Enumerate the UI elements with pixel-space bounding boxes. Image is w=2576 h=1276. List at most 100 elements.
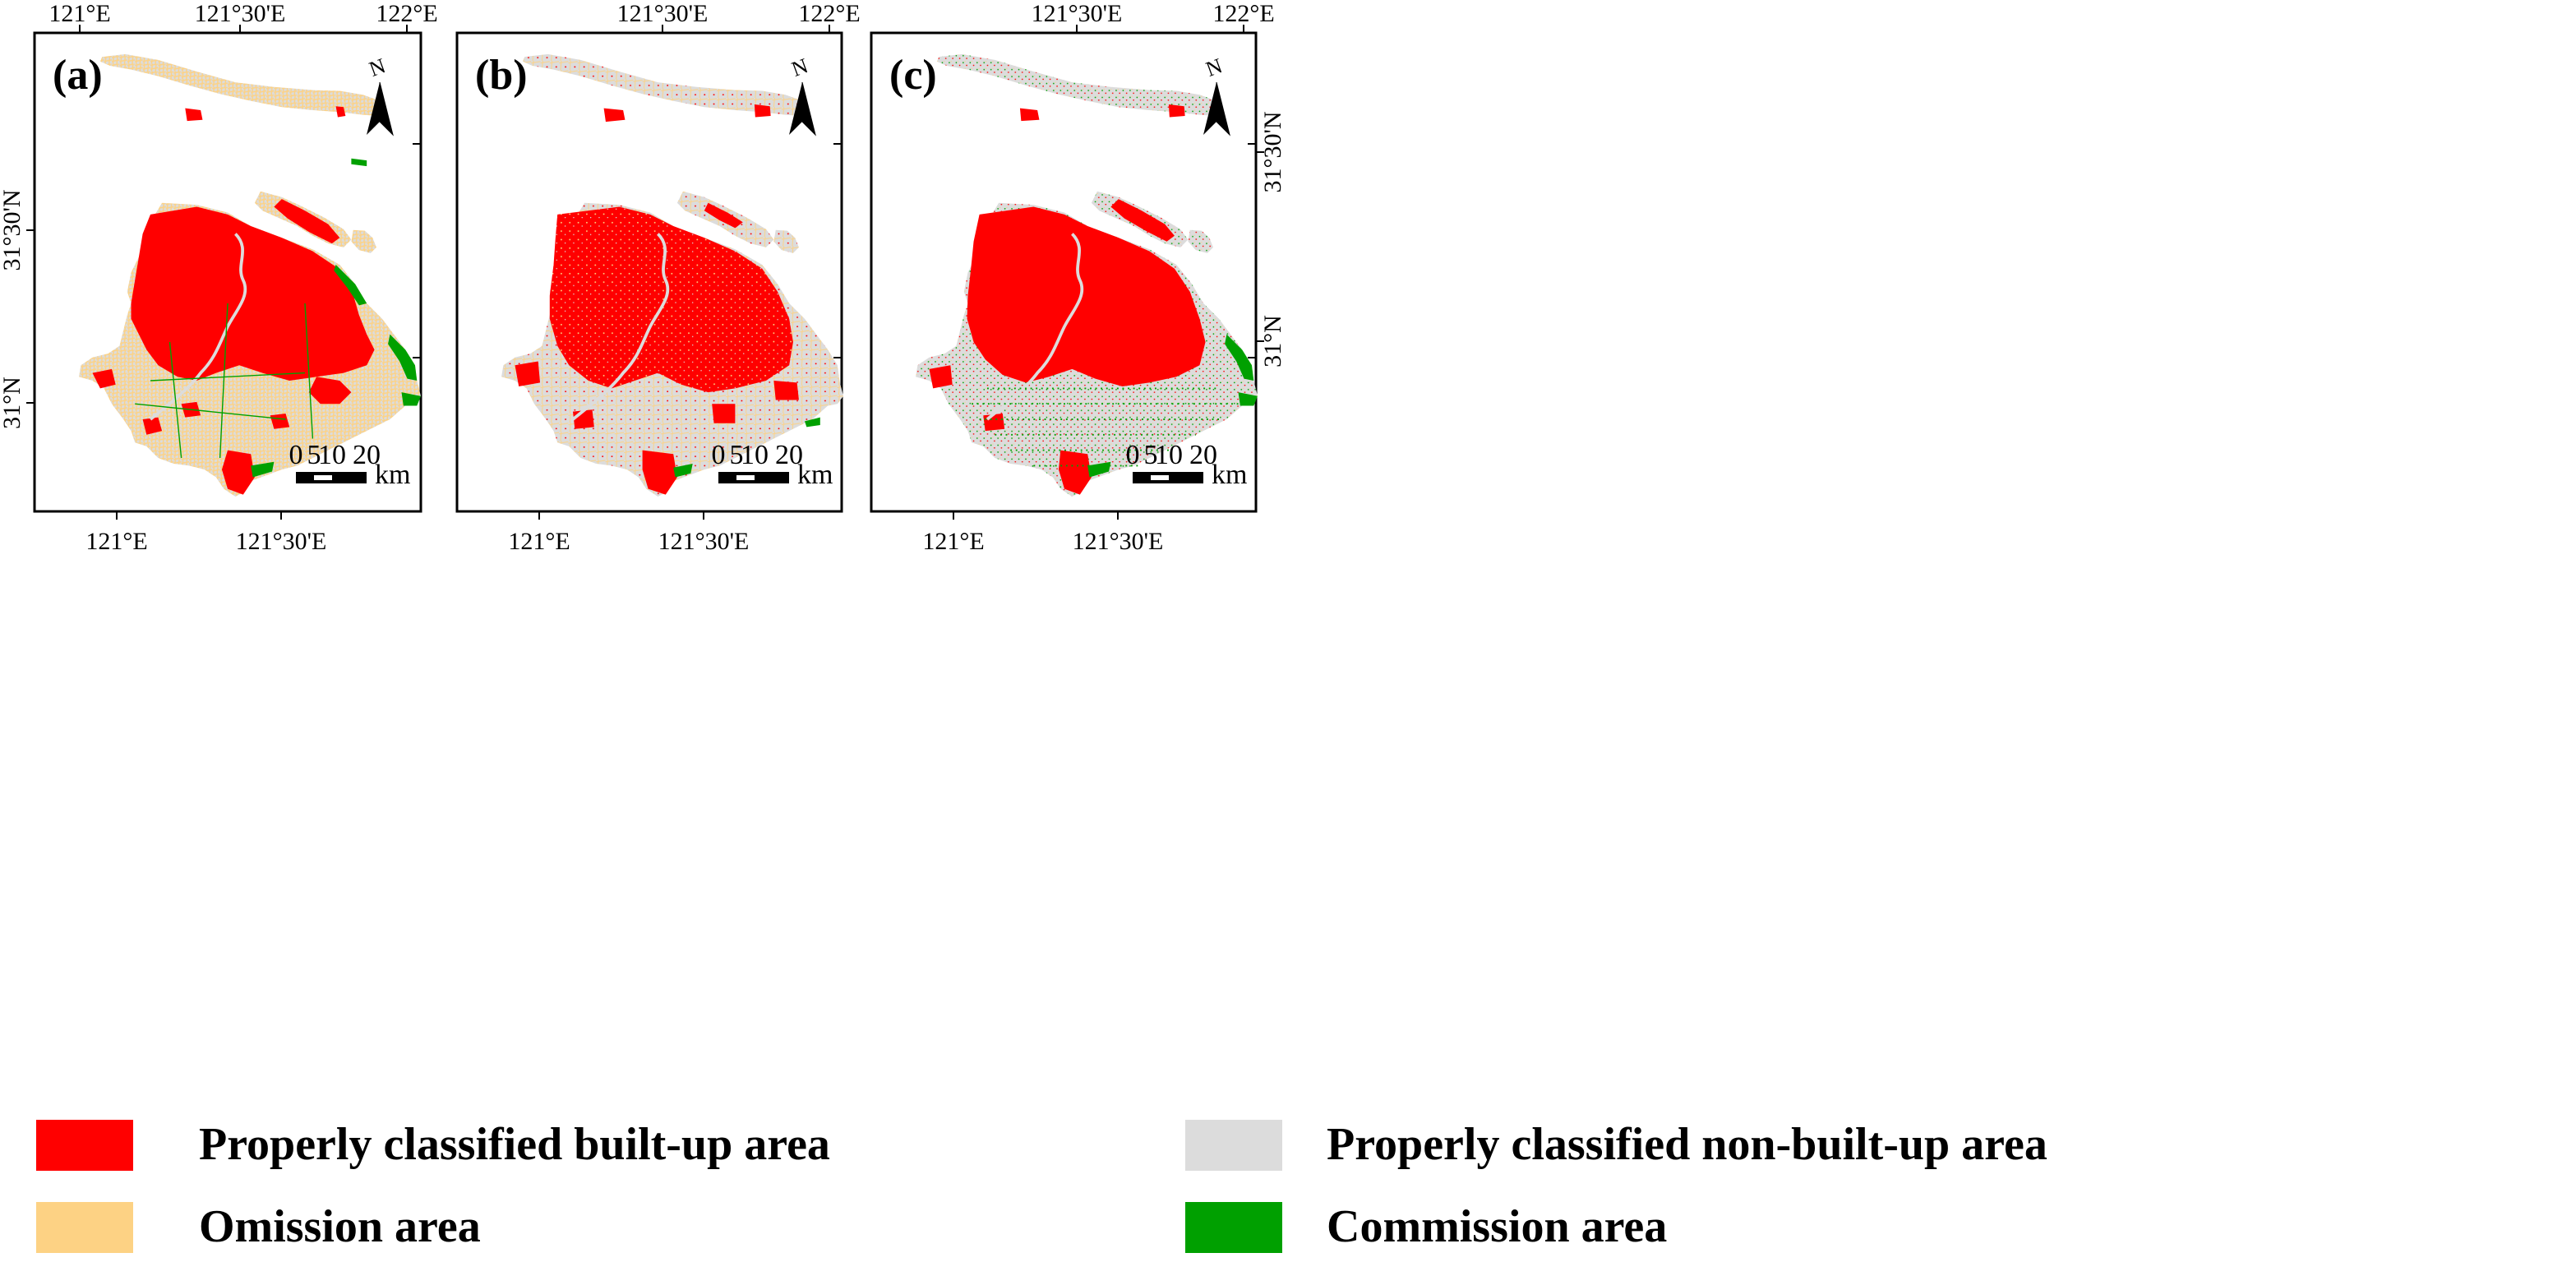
commission-coast [334,265,367,306]
scale-bar-unit: km [797,460,833,490]
scale-bar-segment [736,475,755,480]
scale-bar-number: 10 [1155,440,1183,470]
panel-decor: 121°E 121°30'E 122°E 121°E 121°30'E 31°30'N 31… [0,0,438,555]
tick-label: 121°30'E [236,528,327,555]
builtup-cluster [270,413,290,429]
legend-item-commission: Commission area [1185,1201,1667,1253]
huangpu-river [571,233,670,421]
legend-swatch [1185,1120,1282,1171]
builtup-changxing [704,202,743,229]
scale-bar-number: 5 [730,440,744,470]
panel-a: (a) [33,31,422,513]
tick-label: 121°30'E [658,528,750,555]
builtup-chongming-town [185,108,203,122]
legend-swatch [36,1202,133,1253]
scale-bar-unit: km [1212,460,1247,490]
scale-bar-number: 5 [307,440,321,470]
builtup-urban-core [967,206,1206,387]
legend-label: Properly classified non-built-up area [1327,1119,2047,1170]
commission-coast [351,158,367,167]
tick-label: 122°E [376,0,437,27]
tick-label: 31°30'N [1259,111,1286,192]
tick-label: 121°E [922,528,984,555]
north-arrow-icon: N [1203,53,1230,136]
scale-bar-number: 0 [1126,440,1140,470]
scale-bar-number: 10 [741,440,769,470]
builtup-cluster [773,381,799,400]
commission-coast [1238,392,1258,406]
builtup-urban-core [131,206,375,381]
tick-label: 122°E [1212,0,1274,27]
tick-label: 121°30'E [195,0,286,27]
scale-bar-segment [314,475,332,480]
commission-coast [251,461,275,478]
panel-label: (a) [53,52,103,99]
map-shanghai [501,53,843,497]
panel-label: (c) [889,52,937,99]
commission-coast [388,334,418,381]
commission-roads [135,303,314,459]
tick-label: 121°E [508,528,570,555]
builtup-chongming-town [754,104,771,118]
map-shanghai [916,53,1258,497]
tick-label: 121°E [85,528,147,555]
scale-bar-number: 0 [289,440,303,470]
legend-label: Commission area [1327,1201,1667,1252]
commission-coast [1225,334,1254,381]
commission-coast [401,392,421,406]
builtup-changxing [274,199,340,244]
builtup-cluster [142,417,163,435]
panel-c: (c) [870,31,1258,513]
tick-label: 121°30'E [617,0,709,27]
north-label: N [1203,53,1226,81]
commission-coast [805,417,820,428]
tick-label: 31°N [0,377,25,429]
huangpu-river [986,233,1084,421]
panel-decor: 121°30'E 122°E 121°E 121°30'E 31°30'N 31°N N 0 5… [922,0,1286,555]
builtup-chongming-town [335,106,346,118]
scale-bar-number: 20 [775,440,803,470]
panel-frame [455,31,843,513]
legend: Properly classified built-up area Proper… [36,1119,2047,1253]
panel-frame [33,31,422,513]
north-label: N [366,53,389,81]
north-arrow-icon: N [366,53,394,136]
tick-label: 121°30'E [1073,528,1164,555]
commission-coast [1087,461,1111,478]
legend-item-nonbuilt: Properly classified non-built-up area [1185,1119,2047,1171]
legend-item-builtup: Properly classified built-up area [36,1119,830,1171]
north-arrow-icon: N [788,53,816,136]
scale-bar-unit: km [375,460,410,490]
tick-label: 31°30'N [0,189,25,270]
tick-label: 122°E [798,0,860,27]
panel-b: (b) [455,31,843,513]
builtup-cluster [308,377,352,405]
commission-scatter [972,387,1239,467]
scale-bar-number: 0 [712,440,726,470]
legend-swatch [36,1120,133,1171]
scale-bar-segment [1151,475,1169,480]
north-label: N [788,53,811,81]
legend-label: Omission area [199,1201,481,1252]
builtup-chongming-town [1019,108,1040,122]
builtup-chongming-town [1168,104,1185,118]
tick-label: 121°30'E [1032,0,1123,27]
builtup-cluster [1058,450,1092,495]
scale-bar-number: 20 [1189,440,1217,470]
builtup-cluster [712,404,736,423]
builtup-urban-core [549,206,793,393]
legend-label: Properly classified built-up area [199,1119,830,1170]
panel-label: (b) [475,52,528,99]
scale-bar-number: 10 [318,440,346,470]
scale-bar-number: 20 [353,440,381,470]
panel-frame [870,31,1258,513]
scale-bar-number: 5 [1144,440,1158,470]
huangpu-river [149,233,247,421]
builtup-changxing [1110,199,1175,242]
legend-item-omission: Omission area [36,1201,481,1253]
